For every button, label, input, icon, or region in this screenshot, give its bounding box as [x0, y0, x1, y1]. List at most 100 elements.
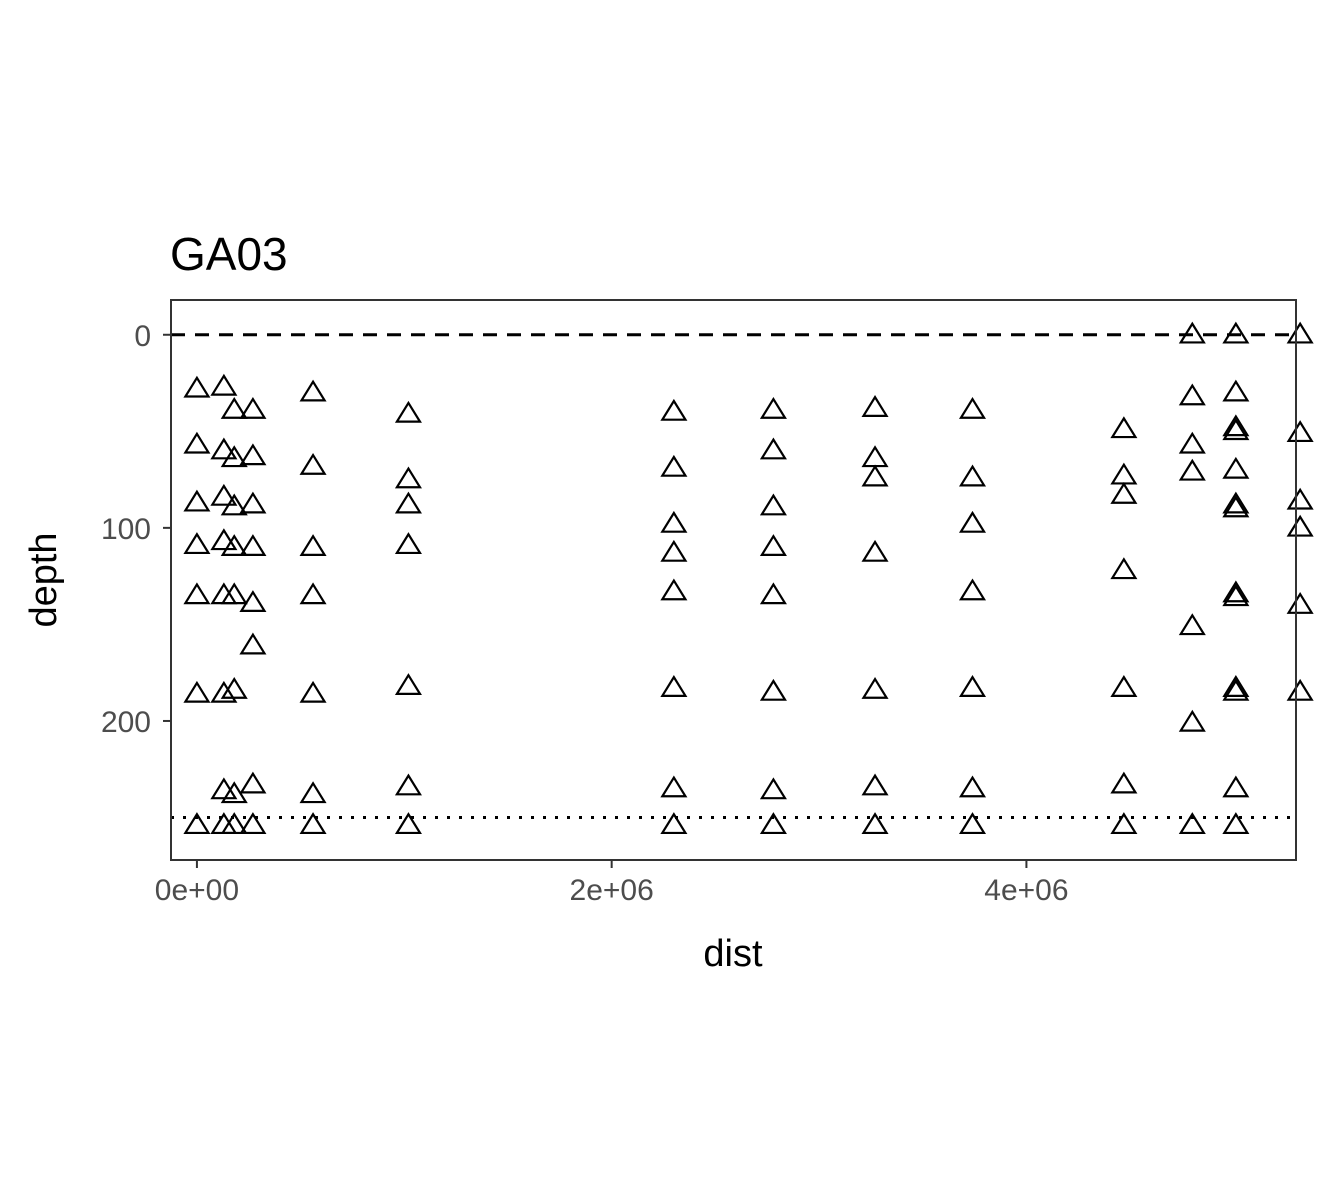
data-point [660, 578, 688, 601]
data-point [299, 812, 327, 835]
data-point [239, 590, 267, 612]
data-point [861, 539, 889, 562]
data-point [210, 528, 238, 551]
data-point [220, 676, 248, 699]
data-point [861, 773, 889, 796]
data-points [183, 321, 1314, 835]
data-point [1286, 678, 1314, 701]
data-point [220, 534, 248, 556]
data-point [759, 396, 787, 419]
data-point [1222, 379, 1250, 402]
data-point [1286, 487, 1314, 510]
data-point [1222, 495, 1250, 518]
data-point [958, 675, 987, 697]
data-point [759, 777, 787, 800]
data-point [210, 483, 238, 506]
data-point [861, 464, 889, 487]
data-point [1178, 709, 1206, 732]
data-point [299, 534, 327, 556]
data-point [1286, 420, 1314, 443]
data-point [660, 539, 688, 562]
x-tick-label: 0e+00 [155, 874, 239, 907]
data-point [183, 582, 211, 605]
data-point [1222, 678, 1250, 701]
data-point [299, 452, 327, 475]
data-point [759, 582, 787, 605]
data-point [220, 812, 248, 835]
data-point [1222, 675, 1250, 697]
data-point [958, 464, 987, 487]
data-point [1110, 416, 1138, 439]
data-point [299, 582, 327, 605]
y-tick-label: 200 [101, 706, 151, 739]
data-point [1222, 580, 1250, 603]
reference-lines [171, 333, 1296, 820]
data-point [239, 491, 267, 514]
data-point [394, 812, 422, 835]
data-point [861, 445, 889, 468]
y-tick-label: 100 [101, 513, 151, 546]
data-point [958, 812, 987, 835]
data-point [1110, 557, 1138, 580]
data-point [1178, 383, 1206, 406]
data-point [220, 493, 248, 516]
data-point [210, 373, 238, 396]
data-point [220, 582, 248, 605]
data-point [394, 466, 422, 489]
data-point [759, 534, 787, 556]
data-point [759, 678, 787, 701]
data-point [1222, 491, 1250, 514]
data-point [1178, 458, 1206, 481]
data-point [1178, 321, 1206, 344]
data-point [958, 396, 987, 419]
y-axis: 0 100 200 [101, 320, 171, 739]
data-point [1222, 321, 1250, 344]
data-point [394, 491, 422, 514]
y-axis-label: depth [23, 532, 65, 627]
data-point [210, 680, 238, 703]
data-point [183, 812, 211, 835]
x-tick-label: 2e+06 [570, 874, 654, 907]
data-point [861, 676, 889, 699]
x-tick-label: 4e+06 [984, 874, 1068, 907]
data-point [759, 437, 787, 460]
data-point [183, 375, 211, 398]
data-point [1222, 775, 1250, 798]
data-point [958, 510, 987, 533]
data-point [394, 673, 422, 696]
data-point [220, 445, 248, 468]
data-point [1222, 584, 1250, 607]
data-point [239, 771, 267, 794]
data-point [660, 454, 688, 477]
data-point [183, 532, 211, 555]
data-point [861, 395, 889, 417]
data-point [1110, 462, 1138, 485]
data-point [299, 781, 327, 804]
data-point [394, 532, 422, 555]
data-point [759, 812, 787, 835]
x-axis-label: dist [703, 933, 763, 975]
data-point [660, 675, 688, 697]
data-point [299, 680, 327, 703]
data-point [394, 400, 422, 423]
data-point [660, 510, 688, 533]
data-point [299, 379, 327, 402]
data-point [1178, 613, 1206, 636]
data-point [1286, 514, 1314, 537]
plot-panel-border [170, 299, 1297, 861]
data-point [1110, 675, 1138, 697]
data-point [1110, 812, 1138, 835]
data-point [958, 775, 987, 798]
data-point [239, 534, 267, 556]
data-point [1222, 414, 1250, 437]
data-point [1178, 812, 1206, 835]
data-point [183, 489, 211, 512]
data-point [239, 396, 267, 419]
data-point [239, 632, 267, 655]
data-point [220, 396, 248, 419]
data-point [660, 812, 688, 835]
data-point [1222, 812, 1250, 835]
data-point [660, 398, 688, 421]
data-point [958, 578, 987, 601]
